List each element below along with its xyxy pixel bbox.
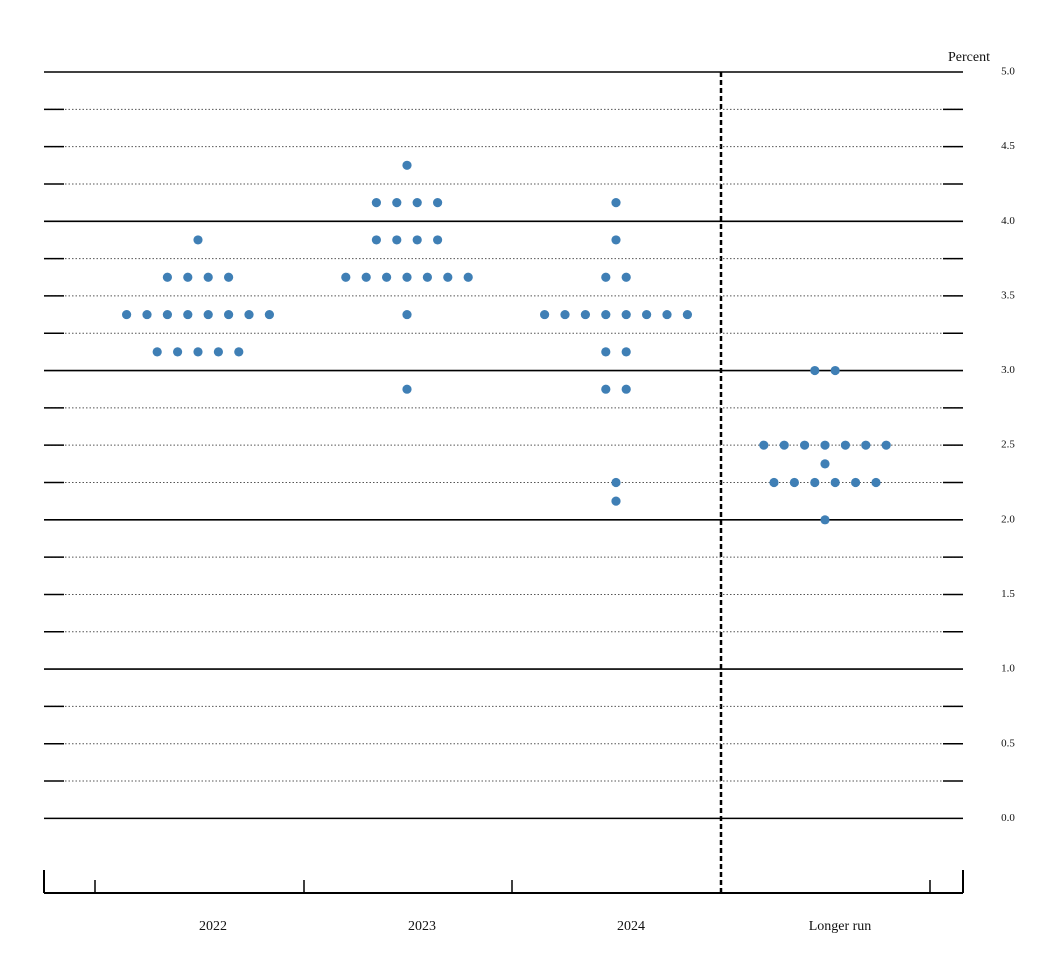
dot xyxy=(611,198,621,208)
y-tick-label: 2.5 xyxy=(1001,439,1015,451)
dot xyxy=(162,272,172,282)
dot xyxy=(152,347,162,357)
dot xyxy=(611,477,621,488)
dot xyxy=(621,309,631,320)
dot xyxy=(193,235,203,245)
dot xyxy=(402,272,412,282)
dot xyxy=(433,198,443,208)
dot xyxy=(810,477,820,488)
x-tick-label: Longer run xyxy=(809,919,872,934)
dot xyxy=(789,477,800,488)
dot xyxy=(443,272,453,282)
dot xyxy=(621,272,631,282)
dot xyxy=(820,459,830,469)
dot xyxy=(621,384,631,394)
dot xyxy=(234,347,244,357)
dot xyxy=(173,347,183,357)
dot xyxy=(122,309,132,320)
dot xyxy=(433,235,443,245)
dot xyxy=(840,440,851,450)
dot xyxy=(759,440,769,450)
dot xyxy=(601,272,611,282)
dot xyxy=(193,347,203,357)
dot xyxy=(642,309,652,320)
y-tick-label: 2.0 xyxy=(1001,513,1015,525)
dot xyxy=(412,198,422,208)
dot xyxy=(851,477,861,488)
dot xyxy=(224,272,234,282)
dot xyxy=(422,272,432,282)
dot xyxy=(800,440,810,450)
dot xyxy=(871,477,881,488)
dot xyxy=(560,309,570,320)
dot xyxy=(224,309,234,320)
dot xyxy=(361,272,371,282)
dot xyxy=(203,272,213,282)
dot xyxy=(820,440,830,450)
dot xyxy=(580,309,591,320)
dot xyxy=(264,309,274,320)
y-tick-label: 3.0 xyxy=(1001,364,1015,376)
y-tick-label: 4.5 xyxy=(1001,140,1015,152)
dot xyxy=(662,309,672,320)
x-tick-label: 2023 xyxy=(408,919,436,934)
dot xyxy=(392,235,402,245)
dot xyxy=(830,365,840,376)
dot xyxy=(611,496,621,506)
dot xyxy=(402,384,412,394)
dot xyxy=(820,515,830,525)
dot xyxy=(382,272,392,282)
x-tick-label: 2024 xyxy=(617,919,645,934)
dot xyxy=(463,272,473,282)
dot xyxy=(213,347,223,357)
dot xyxy=(412,235,422,245)
dot xyxy=(203,309,213,320)
dot xyxy=(371,198,381,208)
dot xyxy=(601,384,611,394)
dot xyxy=(769,477,779,488)
dot xyxy=(779,440,789,450)
dot xyxy=(810,365,820,376)
dot xyxy=(183,309,193,320)
y-tick-label: 1.5 xyxy=(1001,588,1015,600)
dot xyxy=(402,309,412,320)
dot xyxy=(601,309,611,320)
dot xyxy=(861,440,871,450)
dot xyxy=(371,235,381,245)
dot xyxy=(601,347,611,357)
y-tick-label: 0.0 xyxy=(1001,812,1015,824)
dot xyxy=(392,198,402,208)
y-tick-label: 3.5 xyxy=(1001,289,1015,301)
dot xyxy=(830,477,840,488)
dot xyxy=(341,272,351,282)
dot xyxy=(540,309,550,320)
dot xyxy=(142,309,152,320)
dot xyxy=(402,160,412,170)
y-tick-label: 5.0 xyxy=(1001,66,1015,78)
y-tick-label: 4.0 xyxy=(1001,215,1015,227)
y-tick-label: 1.0 xyxy=(1001,663,1015,675)
dot xyxy=(682,309,693,320)
dot xyxy=(611,235,621,245)
dot xyxy=(621,347,631,357)
dot xyxy=(183,272,193,282)
dot xyxy=(881,440,891,450)
y-tick-label: 0.5 xyxy=(1001,737,1015,749)
dot xyxy=(162,309,172,320)
y-axis-label: Percent xyxy=(948,50,990,65)
dot xyxy=(244,309,254,320)
x-tick-label: 2022 xyxy=(199,919,227,934)
